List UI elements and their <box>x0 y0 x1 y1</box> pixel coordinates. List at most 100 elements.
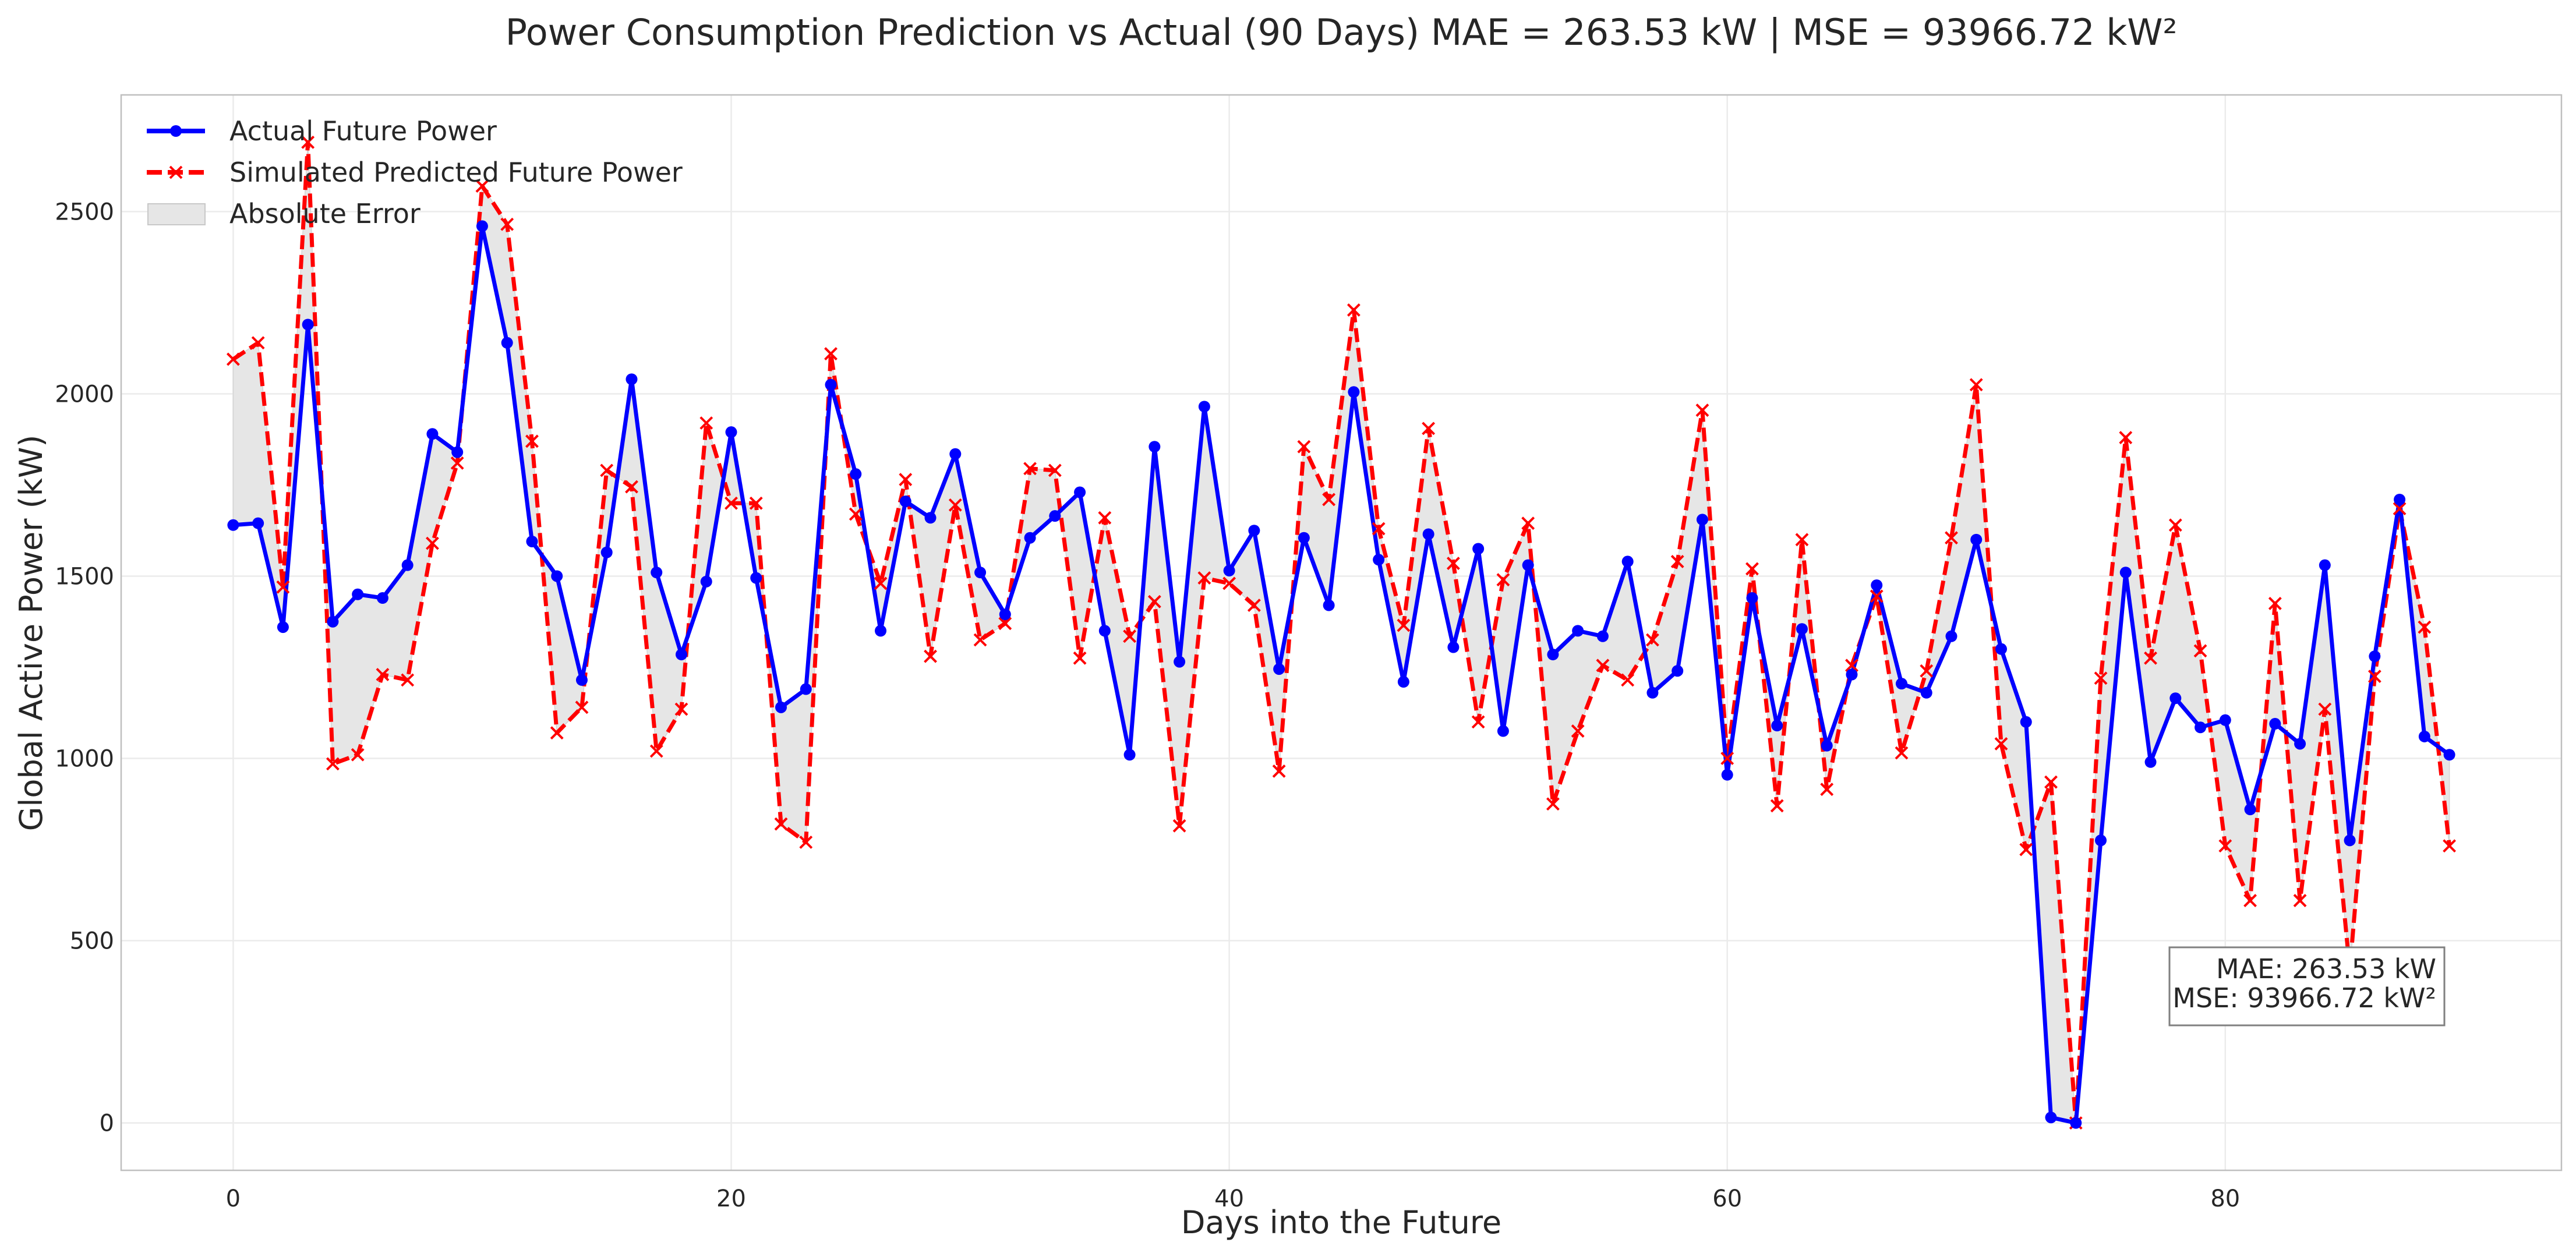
series-line-actual <box>233 224 2451 1125</box>
x-tick-label: 40 <box>1214 1185 1244 1212</box>
predicted-point <box>924 649 937 663</box>
legend-label-predicted: Simulated Predicted Future Power <box>229 157 683 188</box>
actual-point <box>1646 686 1659 699</box>
legend-marker-predicted <box>169 165 183 179</box>
actual-point <box>850 468 862 480</box>
actual-point <box>1298 532 1310 544</box>
actual-point <box>1497 725 1509 737</box>
predicted-point <box>899 473 913 486</box>
actual-point <box>1024 532 1036 544</box>
predicted-point <box>699 416 713 430</box>
actual-point <box>1547 649 1559 661</box>
predicted-point <box>2044 775 2058 789</box>
predicted-point <box>1770 799 1784 813</box>
legend-swatch-error <box>147 203 206 225</box>
actual-point <box>1746 592 1758 604</box>
actual-point <box>1945 630 1957 642</box>
actual-point <box>2095 834 2107 847</box>
x-tick-label: 0 <box>226 1185 241 1212</box>
actual-point <box>1995 643 2008 655</box>
actual-point <box>2369 650 2381 663</box>
predicted-point <box>2019 843 2033 856</box>
predicted-point <box>1297 440 1311 454</box>
predicted-point <box>376 668 390 681</box>
predicted-point <box>874 576 888 590</box>
actual-point <box>1149 441 1161 453</box>
predicted-point <box>1745 562 1759 576</box>
actual-point <box>526 535 538 547</box>
predicted-point <box>1895 746 1909 760</box>
actual-point <box>1596 630 1609 642</box>
actual-point <box>1098 625 1111 637</box>
predicted-point <box>1372 522 1386 536</box>
predicted-point <box>2293 894 2307 908</box>
grid <box>121 95 2561 1170</box>
predicted-point <box>600 463 614 477</box>
series-line-predicted <box>232 140 2452 1125</box>
predicted-point <box>525 434 539 448</box>
actual-point <box>1248 525 1260 537</box>
y-tick-label: 2500 <box>55 199 114 225</box>
actual-point <box>252 517 264 529</box>
actual-point <box>1348 386 1360 398</box>
actual-point <box>1198 401 1210 413</box>
actual-point <box>626 373 638 385</box>
annotation-box <box>2168 946 2446 1027</box>
actual-point <box>1771 720 1783 732</box>
predicted-point <box>2218 839 2232 853</box>
actual-point <box>2070 1117 2082 1129</box>
predicted-point <box>500 217 514 231</box>
predicted-point <box>799 836 813 849</box>
actual-point <box>1397 676 1409 688</box>
actual-point <box>277 621 289 633</box>
predicted-point <box>2443 839 2457 853</box>
predicted-point <box>1969 378 1983 392</box>
actual-point <box>924 512 937 524</box>
x-tick-label: 80 <box>2210 1185 2240 1212</box>
actual-point <box>2119 567 2132 579</box>
predicted-point <box>2418 620 2432 634</box>
predicted-point <box>1471 715 1485 729</box>
annotation-mse: MSE: 93966.72 kW² <box>2172 982 2436 1014</box>
predicted-point <box>1023 462 1037 476</box>
actual-point <box>2443 749 2455 761</box>
actual-point <box>1821 739 1833 752</box>
predicted-point <box>1496 573 1510 587</box>
predicted-point <box>1347 303 1361 317</box>
actual-point <box>2394 493 2406 505</box>
y-tick-label: 1500 <box>55 563 114 590</box>
actual-point <box>1721 769 1733 781</box>
actual-point <box>376 592 388 604</box>
predicted-point <box>226 352 240 366</box>
actual-point <box>1846 668 1858 681</box>
predicted-point <box>1870 589 1884 603</box>
predicted-point <box>1322 493 1336 507</box>
predicted-point <box>276 580 290 594</box>
predicted-point <box>1571 724 1585 738</box>
predicted-point <box>426 536 439 550</box>
predicted-point <box>2144 651 2157 665</box>
actual-point <box>2319 559 2331 571</box>
predicted-point <box>2393 502 2407 516</box>
predicted-point <box>251 336 265 350</box>
predicted-point <box>550 726 564 740</box>
predicted-point <box>475 179 489 193</box>
plot-frame <box>120 94 2563 1171</box>
actual-point <box>2195 721 2207 734</box>
predicted-point <box>749 496 763 510</box>
legend-label-error: Absolute Error <box>229 198 421 229</box>
actual-point <box>1223 565 1235 577</box>
y-tick-label: 0 <box>100 1110 114 1137</box>
predicted-point <box>1147 594 1161 608</box>
predicted-point <box>1795 533 1809 547</box>
actual-point <box>974 567 987 579</box>
legend-label-actual: Actual Future Power <box>229 115 497 147</box>
y-tick-label: 1000 <box>55 746 114 773</box>
actual-point <box>451 446 464 458</box>
actual-point <box>2144 756 2157 768</box>
actual-point <box>1970 533 1983 546</box>
actual-point <box>551 570 563 582</box>
actual-point <box>825 378 837 391</box>
actual-point <box>501 337 513 349</box>
legend-marker-actual <box>170 125 182 137</box>
